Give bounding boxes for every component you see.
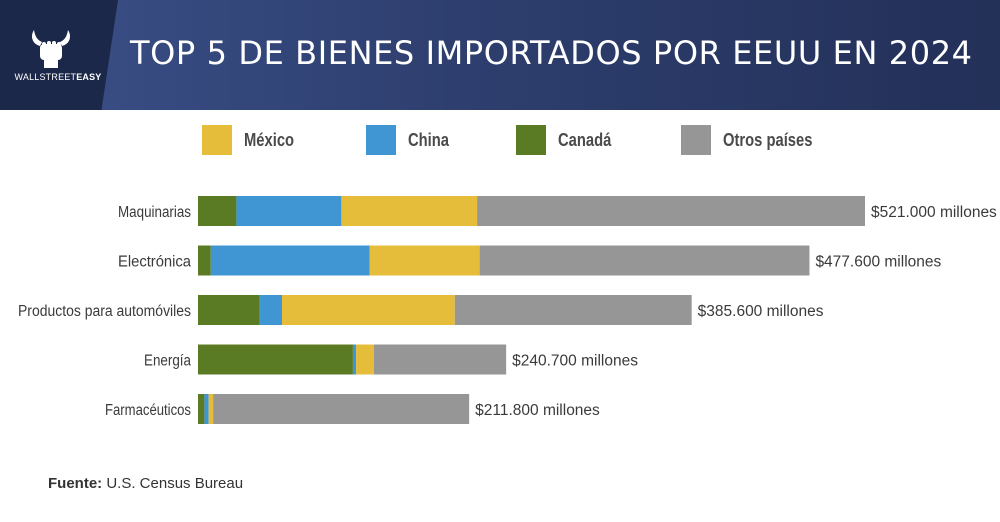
bar-segment-otros: [454, 295, 692, 325]
source-note: Fuente: U.S. Census Bureau: [48, 475, 243, 492]
legend-label-otros: Otros países: [723, 129, 813, 150]
category-label: Maquinarias: [118, 204, 191, 221]
total-label: $211.800 millones: [475, 402, 600, 419]
legend-swatch-mexico: [202, 125, 232, 155]
category-label: Energía: [144, 353, 191, 370]
bar-segment-otros: [374, 344, 507, 375]
bar-segment-canada: [198, 295, 260, 325]
bar-segment-canada: [198, 344, 353, 375]
bar-segment-mexico: [281, 295, 455, 325]
legend-item-canada: Canadá: [516, 125, 623, 155]
bar-segment-otros: [479, 245, 810, 276]
bar-segment-otros: [213, 394, 470, 424]
source-value: U.S. Census Bureau: [106, 475, 244, 492]
bar-segment-otros: [477, 196, 865, 226]
bull-fist-icon: [32, 30, 70, 68]
bar-segment-mexico: [369, 245, 480, 276]
total-label: $477.600 millones: [815, 254, 941, 271]
legend-label-china: China: [408, 129, 450, 150]
legend-swatch-otros: [681, 125, 711, 155]
logo-panel: WALLSTREETEASY: [0, 0, 118, 110]
bar-segment-mexico: [356, 344, 375, 375]
legend-item-mexico: México: [202, 125, 305, 155]
bar-segment-china: [352, 344, 357, 375]
category-label: Productos para automóviles: [18, 303, 191, 320]
category-label: Electrónica: [118, 254, 191, 271]
header-banner: WALLSTREETEASY TOP 5 DE BIENES IMPORTADO…: [0, 0, 1000, 110]
brand-name-light: WALLSTREET: [14, 72, 77, 82]
legend-swatch-china: [366, 125, 396, 155]
bar-segment-mexico: [208, 394, 214, 424]
bar-segment-canada: [198, 196, 237, 226]
legend-item-china: China: [366, 125, 458, 155]
legend-label-mexico: México: [244, 129, 295, 150]
bar-segment-china: [259, 295, 282, 325]
bar-segment-canada: [198, 394, 205, 424]
bar-segment-china: [236, 196, 342, 226]
bar-segment-china: [204, 394, 209, 424]
brand-name: WALLSTREETEASY: [10, 72, 106, 82]
legend-label-canada: Canadá: [558, 129, 612, 150]
total-label: $521.000 millones: [871, 204, 997, 221]
legend-item-otros: Otros países: [681, 125, 832, 155]
category-label: Farmacéuticos: [105, 402, 191, 419]
source-label: Fuente:: [48, 475, 103, 492]
chart-title: TOP 5 DE BIENES IMPORTADOS POR EEUU EN 2…: [130, 34, 973, 72]
bar-segment-china: [210, 245, 370, 276]
total-label: $240.700 millones: [512, 353, 638, 370]
bar-segment-mexico: [341, 196, 478, 226]
bar-segment-canada: [198, 245, 211, 276]
total-label: $385.600 millones: [698, 303, 824, 320]
legend-swatch-canada: [516, 125, 546, 155]
brand-name-bold: EASY: [76, 72, 102, 82]
